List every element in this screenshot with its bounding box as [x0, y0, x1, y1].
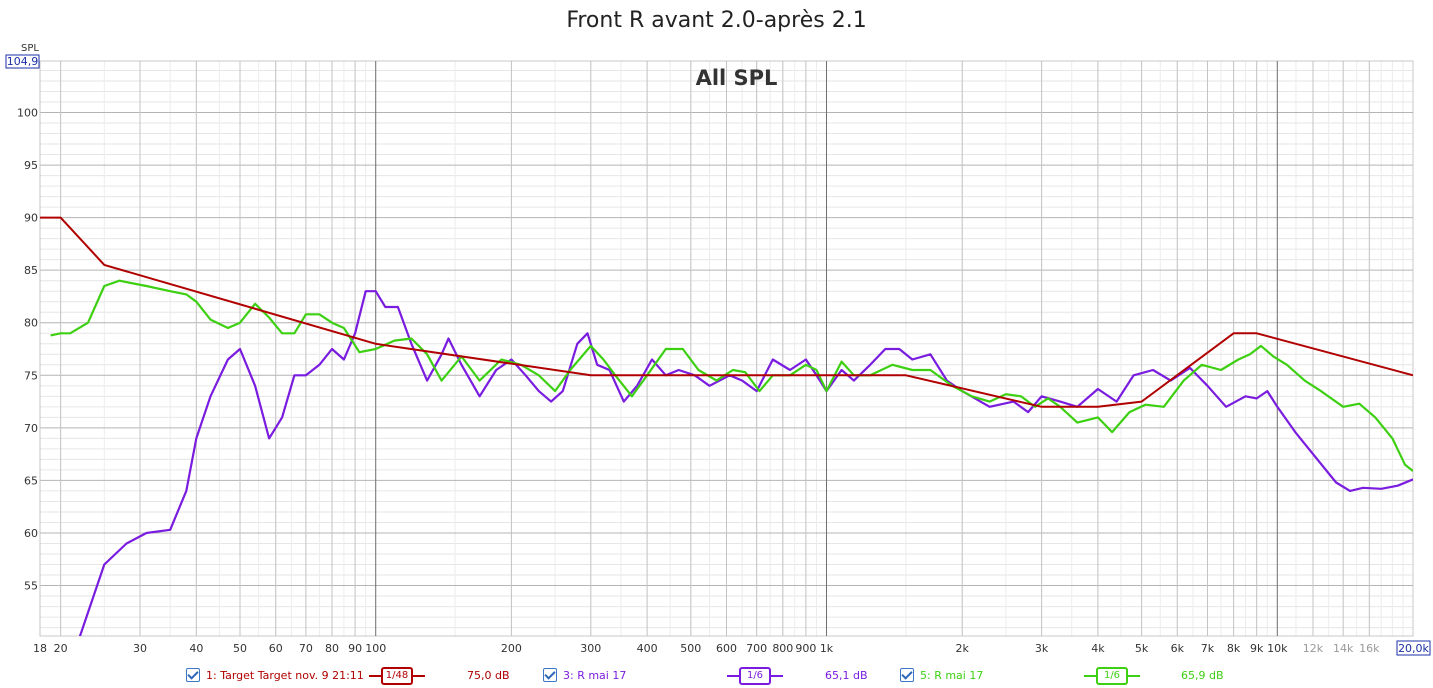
legend-label-r-mai-17-a: 3: R mai 17 — [563, 668, 627, 682]
x-tick-label: 40 — [189, 642, 203, 655]
chart-subtitle: All SPL — [696, 66, 778, 90]
x-tick-label: 10k — [1267, 642, 1288, 655]
series-line-1 — [78, 290, 1413, 636]
x-tick-label: 800 — [772, 642, 793, 655]
x-tick-label: 16k — [1359, 642, 1380, 655]
y-tick-label: 75 — [24, 369, 38, 382]
x-tick-label: 900 — [795, 642, 816, 655]
legend-item-r-mai-17-b[interactable]: 5: R mai 17 — [900, 668, 983, 682]
x-tick-label: 14k — [1333, 642, 1354, 655]
x-tick-label: 300 — [580, 642, 601, 655]
y-tick-label: 55 — [24, 580, 38, 593]
smoothing-button-r-mai-17-a[interactable]: 1/6 — [739, 667, 771, 685]
x-tick-label: 9k — [1250, 642, 1264, 655]
x-tick-label: 100 — [365, 642, 386, 655]
y-tick-label: 80 — [24, 317, 38, 330]
x-tick-label: 7k — [1201, 642, 1215, 655]
smoothing-button-r-mai-17-b[interactable]: 1/6 — [1096, 667, 1128, 685]
y-tick-label: 90 — [24, 212, 38, 225]
chart-title: Front R avant 2.0-après 2.1 — [566, 8, 867, 33]
y-tick-label: 95 — [24, 159, 38, 172]
legend-label-target: 1: Target Target nov. 9 21:11 — [206, 668, 364, 682]
y-tick-label: 65 — [24, 474, 38, 487]
x-tick-label: 2k — [956, 642, 970, 655]
legend-bar: 1: Target Target nov. 9 21:11 1/48 75,0 … — [0, 666, 1433, 688]
legend-item-r-mai-17-a[interactable]: 3: R mai 17 — [543, 668, 626, 682]
x-tick-label: 8k — [1227, 642, 1241, 655]
x-tick-label: 20 — [54, 642, 68, 655]
x-tick-label: 700 — [746, 642, 767, 655]
y-axis-label: SPL — [21, 43, 39, 54]
x-tick-label: 200 — [501, 642, 522, 655]
x-tick-label: 60 — [269, 642, 283, 655]
smoothing-button-target[interactable]: 1/48 — [381, 667, 413, 685]
x-tick-label: 6k — [1171, 642, 1185, 655]
x-tick-label: 80 — [325, 642, 339, 655]
x-tick-label: 70 — [299, 642, 313, 655]
series-line-2 — [50, 279, 1413, 472]
legend-label-r-mai-17-b: 5: R mai 17 — [920, 668, 984, 682]
x-max-label: 20,0k — [1398, 642, 1429, 655]
legend-item-target[interactable]: 1: Target Target nov. 9 21:11 — [186, 668, 364, 682]
x-tick-label: 30 — [133, 642, 147, 655]
x-tick-label: 50 — [233, 642, 247, 655]
x-tick-label: 1k — [820, 642, 834, 655]
x-tick-label: 500 — [680, 642, 701, 655]
level-r-mai-17-b: 65,9 dB — [1181, 669, 1224, 682]
x-tick-label: 400 — [637, 642, 658, 655]
y-tick-label: 60 — [24, 527, 38, 540]
x-tick-label: 4k — [1091, 642, 1105, 655]
y-tick-label: 85 — [24, 264, 38, 277]
y-max-label: 104,9 — [7, 55, 39, 68]
x-tick-label: 90 — [348, 642, 362, 655]
x-tick-label: 12k — [1303, 642, 1324, 655]
checkbox-icon[interactable] — [186, 668, 200, 682]
x-tick-label: 600 — [716, 642, 737, 655]
x-tick-label: 3k — [1035, 642, 1049, 655]
x-max-box — [1396, 640, 1431, 656]
y-tick-label: 100 — [17, 107, 38, 120]
level-target: 75,0 dB — [467, 669, 510, 682]
level-r-mai-17-a: 65,1 dB — [825, 669, 868, 682]
checkbox-icon[interactable] — [900, 668, 914, 682]
y-max-box — [5, 54, 40, 69]
x-tick-label: 18 — [33, 642, 47, 655]
x-tick-label: 5k — [1135, 642, 1149, 655]
checkbox-icon[interactable] — [543, 668, 557, 682]
y-tick-label: 70 — [24, 422, 38, 435]
series-line-0 — [40, 216, 1413, 408]
